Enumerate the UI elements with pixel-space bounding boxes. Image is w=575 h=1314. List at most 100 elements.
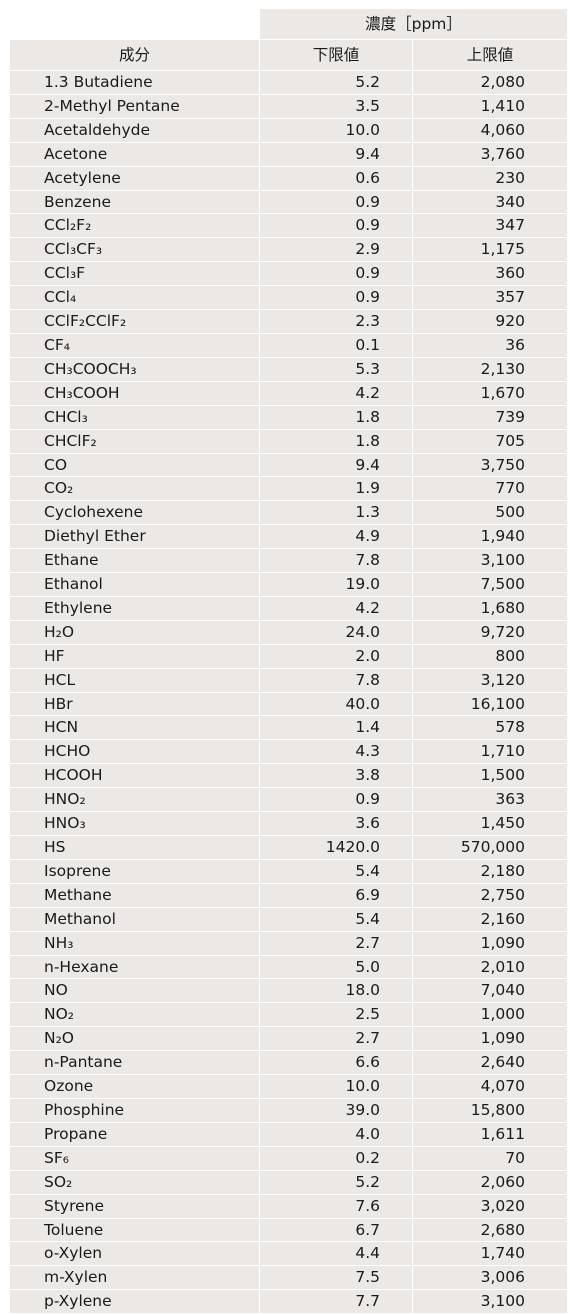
table-row: HBr 40.0 16,100 [10, 692, 567, 717]
upper-limit-cell: 1,670 [413, 381, 567, 406]
upper-limit-cell: 2,010 [413, 955, 567, 980]
lower-limit-cell: 4.2 [260, 596, 413, 621]
component-cell: Methane [10, 883, 260, 908]
lower-limit-cell: 1.3 [260, 501, 413, 526]
table-row: HCOOH 3.8 1,500 [10, 764, 567, 789]
upper-limit-cell: 2,180 [413, 859, 567, 884]
upper-limit-cell: 578 [413, 716, 567, 741]
lower-limit-cell: 1.4 [260, 716, 413, 741]
table-row: CHCl₃ 1.8 739 [10, 405, 567, 430]
component-cell: CH₃COOCH₃ [10, 357, 260, 382]
table-row: Ethanol 19.0 7,500 [10, 573, 567, 597]
lower-limit-cell: 4.3 [260, 740, 413, 765]
table-row: Isoprene 5.4 2,180 [10, 859, 567, 884]
table-row: n-Hexane 5.0 2,010 [10, 955, 567, 980]
table-row: 2-Methyl Pentane 3.5 1,410 [10, 94, 567, 119]
gas-concentration-table: 濃度［ppm］ 成分 下限値 上限値 1.3 Butadiene 5.2 2,080… [10, 9, 567, 1314]
upper-limit-cell: 2,750 [413, 883, 567, 908]
lower-limit-cell: 0.9 [260, 286, 413, 311]
upper-limit-cell: 360 [413, 262, 567, 287]
component-cell: Benzene [10, 190, 260, 215]
upper-limit-cell: 920 [413, 310, 567, 334]
upper-limit-cell: 3,750 [413, 453, 567, 478]
upper-limit-cell: 3,120 [413, 668, 567, 693]
column-header-component: 成分 [10, 40, 260, 71]
upper-limit-cell: 230 [413, 166, 567, 191]
table-row: n-Pantane 6.6 2,640 [10, 1051, 567, 1076]
component-cell: HS [10, 836, 260, 860]
lower-limit-cell: 4.4 [260, 1242, 413, 1267]
table-row: HCHO 4.3 1,710 [10, 740, 567, 765]
table-row: Methanol 5.4 2,160 [10, 907, 567, 932]
component-cell: CO [10, 453, 260, 478]
lower-limit-cell: 3.6 [260, 812, 413, 836]
lower-limit-cell: 2.7 [260, 931, 413, 956]
upper-limit-cell: 770 [413, 477, 567, 502]
table-row: Ethylene 4.2 1,680 [10, 596, 567, 621]
concentration-unit-header: 濃度［ppm］ [260, 9, 567, 40]
upper-limit-cell: 36 [413, 333, 567, 358]
upper-limit-cell: 2,130 [413, 357, 567, 382]
upper-limit-cell: 4,070 [413, 1075, 567, 1099]
component-cell: 1.3 Butadiene [10, 71, 260, 95]
table-row: Acetylene 0.6 230 [10, 166, 567, 191]
component-cell: n-Hexane [10, 955, 260, 980]
upper-limit-cell: 1,740 [413, 1242, 567, 1267]
lower-limit-cell: 4.0 [260, 1122, 413, 1147]
component-cell: Ethylene [10, 596, 260, 621]
table-row: HS 1420.0 570,000 [10, 836, 567, 860]
component-cell: NO₂ [10, 1003, 260, 1028]
table-row: CCl₃F 0.9 360 [10, 262, 567, 287]
lower-limit-cell: 2.9 [260, 238, 413, 263]
table-row: o-Xylen 4.4 1,740 [10, 1242, 567, 1267]
lower-limit-cell: 10.0 [260, 1075, 413, 1099]
component-cell: CCl₃CF₃ [10, 238, 260, 263]
upper-limit-cell: 9,720 [413, 620, 567, 645]
upper-limit-cell: 4,060 [413, 118, 567, 143]
upper-limit-cell: 3,100 [413, 1290, 567, 1314]
component-cell: 2-Methyl Pentane [10, 94, 260, 119]
lower-limit-cell: 6.6 [260, 1051, 413, 1076]
component-cell: Acetylene [10, 166, 260, 191]
upper-limit-cell: 705 [413, 429, 567, 454]
component-cell: NO [10, 979, 260, 1004]
table-row: Ethane 7.8 3,100 [10, 549, 567, 574]
table-row: CH₃COOCH₃ 5.3 2,130 [10, 357, 567, 382]
component-cell: CO₂ [10, 477, 260, 502]
component-cell: Phosphine [10, 1098, 260, 1123]
table-row: Acetone 9.4 3,760 [10, 142, 567, 167]
lower-limit-cell: 0.9 [260, 788, 413, 813]
component-cell: p-Xylene [10, 1290, 260, 1314]
lower-limit-cell: 40.0 [260, 692, 413, 717]
component-cell: HNO₂ [10, 788, 260, 813]
component-cell: Ozone [10, 1075, 260, 1099]
table-row: HCL 7.8 3,120 [10, 668, 567, 693]
component-cell: HNO₃ [10, 812, 260, 836]
upper-limit-cell: 2,680 [413, 1218, 567, 1243]
table-row: Ozone 10.0 4,070 [10, 1075, 567, 1099]
table-row: HF 2.0 800 [10, 644, 567, 669]
upper-limit-cell: 570,000 [413, 836, 567, 860]
upper-limit-cell: 2,080 [413, 71, 567, 95]
component-cell: N₂O [10, 1027, 260, 1052]
component-cell: m-Xylen [10, 1266, 260, 1291]
component-cell: Propane [10, 1122, 260, 1147]
upper-limit-cell: 1,090 [413, 1027, 567, 1052]
lower-limit-cell: 1420.0 [260, 836, 413, 860]
lower-limit-cell: 5.4 [260, 859, 413, 884]
upper-limit-cell: 1,175 [413, 238, 567, 263]
component-cell: CH₃COOH [10, 381, 260, 406]
upper-limit-cell: 7,040 [413, 979, 567, 1004]
component-cell: Ethane [10, 549, 260, 574]
component-cell: CClF₂CClF₂ [10, 310, 260, 334]
upper-limit-cell: 739 [413, 405, 567, 430]
table-row: HCN 1.4 578 [10, 716, 567, 741]
table-row: Benzene 0.9 340 [10, 190, 567, 215]
component-cell: HCL [10, 668, 260, 693]
table-row: CO 9.4 3,750 [10, 453, 567, 478]
upper-limit-cell: 2,060 [413, 1170, 567, 1195]
table-row: NH₃ 2.7 1,090 [10, 931, 567, 956]
table-row: CClF₂CClF₂ 2.3 920 [10, 310, 567, 334]
upper-limit-cell: 1,450 [413, 812, 567, 836]
table-row: N₂O 2.7 1,090 [10, 1027, 567, 1052]
